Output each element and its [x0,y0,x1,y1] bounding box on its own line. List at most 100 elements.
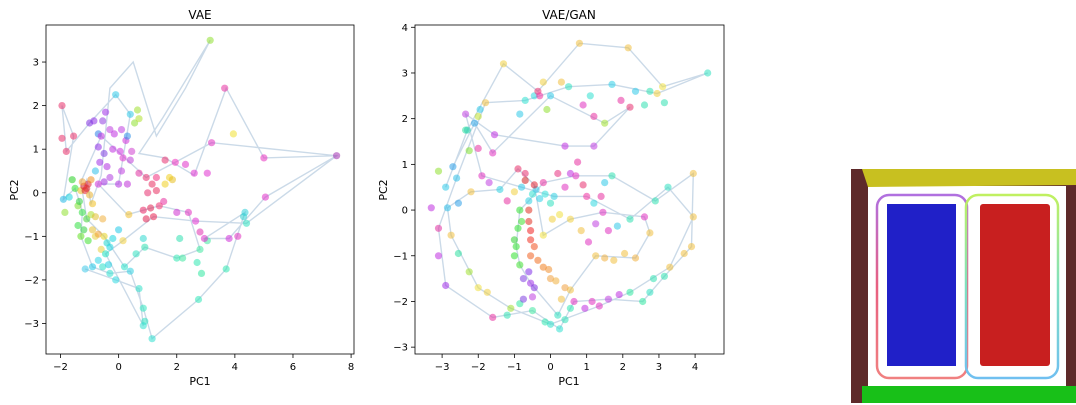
vae-y-tick-label: 2 [33,101,39,112]
vaegan-data-point [660,99,669,107]
vaegan-y-tick-label: 1 [402,160,408,171]
vae-data-point [78,208,86,216]
rendering-right-loop [964,193,1060,380]
vae-x-tick-label: 0 [115,362,121,373]
vae-data-point [106,269,114,277]
vae-y-tick-label: −3 [24,319,39,330]
vae-data-point [139,322,147,330]
vae-data-point [152,173,160,182]
vaegan-data-point [503,197,511,205]
vae-trajectory-line [61,39,339,340]
vaegan-data-point [566,169,575,178]
vae-data-point [242,219,251,227]
vaegan-data-point [566,304,575,312]
vae-data-point [94,143,102,151]
vaegan-x-ticks: −3 −2 −1 0 1 2 3 4 [435,354,698,373]
vaegan-x-tick-label: 0 [547,362,553,373]
vaegan-data-point [561,284,569,292]
vaegan-data-point [590,142,598,150]
vaegan-data-point [586,92,594,100]
vaegan-data-point [447,231,455,239]
vaegan-data-point [660,272,669,280]
vaegan-data-point [507,304,515,312]
vaegan-data-point [608,172,616,180]
vae-data-point [103,163,111,171]
vaegan-data-point [536,195,544,203]
vaegan-data-point [453,174,461,182]
vaegan-data-point [527,236,535,244]
vae-data-point [152,187,160,195]
vaegan-data-point [601,254,609,262]
vaegan-y-tick-label: 0 [402,206,408,217]
vae-data-point [88,263,97,271]
vaegan-data-point [640,213,649,221]
vaegan-data-point [525,268,533,276]
vaegan-data-point [590,199,598,207]
vae-data-point [99,215,107,223]
vaegan-data-point [572,172,580,180]
vaegan-data-point [465,147,473,155]
vae-y-tick-label: 1 [33,145,39,156]
vae-x-tick-label: 2 [174,362,180,373]
vaegan-data-point [601,119,609,127]
vaegan-data-point [556,211,564,219]
vaegan-data-point [626,103,634,111]
vaegan-data-point [554,311,562,319]
vae-data-point [97,245,105,253]
vae-data-point [190,169,198,177]
vae-data-point [147,204,155,212]
vaegan-data-point [557,78,566,86]
vaegan-y-tick-label: 2 [402,114,408,125]
vaegan-data-point [545,265,553,274]
vaegan-data-point [595,302,603,310]
vae-data-point [68,176,76,184]
vae-x-label: PC1 [189,375,210,388]
vaegan-data-point [525,206,533,214]
vaegan-data-point [442,183,450,191]
vaegan-data-point [597,192,605,200]
vae-data-point [100,232,108,240]
vae-data-point [102,108,110,116]
vae-x-tick-label: −2 [53,362,68,373]
vaegan-data-point [539,231,547,239]
vaegan-data-point [581,304,589,312]
vaegan-data-point [561,183,569,191]
vaegan-data-point [474,144,482,152]
vae-data-point [94,230,102,238]
vaegan-data-point [548,215,556,223]
vae-data-point [74,221,82,230]
vaegan-data-point [640,101,649,109]
vaegan-data-point [454,249,462,258]
vae-data-point [192,217,200,225]
vae-points [58,36,341,343]
vae-data-point [160,197,168,206]
vae-data-point [94,256,102,264]
vaegan-data-point [471,119,479,127]
vae-data-point [96,158,104,166]
vaegan-data-point [516,261,524,269]
vae-data-point [58,102,66,110]
vaegan-data-point [610,256,618,264]
vaegan-x-tick-label: 4 [692,362,698,373]
vaegan-data-point [579,101,587,109]
vae-x-tick-label: 6 [290,362,296,373]
vaegan-data-point [649,275,658,283]
vaegan-data-point [534,256,542,264]
vaegan-y-tick-label: 4 [402,23,408,34]
vaegan-data-point [525,217,533,226]
vae-data-point [126,267,134,275]
rendering-right-block [980,204,1050,366]
vaegan-data-point [621,249,629,258]
vae-x-tick-label: 8 [348,362,354,373]
vae-data-point [128,147,136,155]
vaegan-data-point [503,311,511,319]
vae-data-point [196,245,204,253]
vaegan-data-point [546,92,555,100]
vae-data-point [171,158,179,166]
vae-data-point [203,169,211,177]
vae-data-point [132,250,140,258]
vae-data-point [88,226,97,234]
vae-data-point [139,206,147,214]
vae-data-point [83,184,91,192]
vaegan-data-point [550,192,558,200]
